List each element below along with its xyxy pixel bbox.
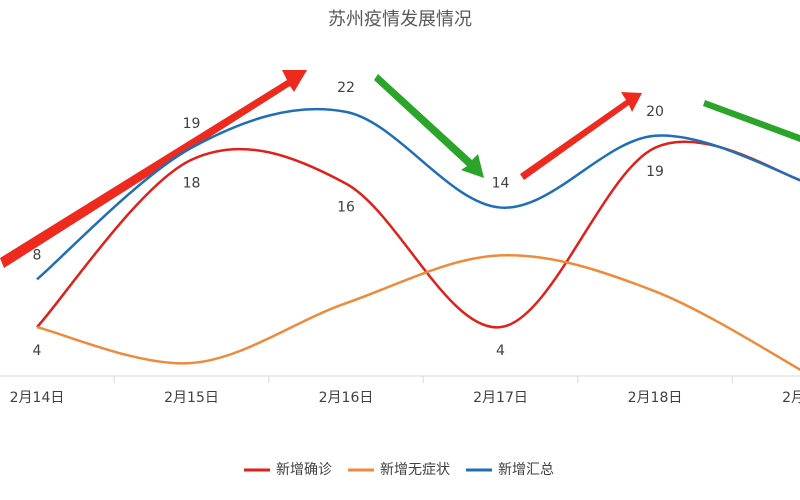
legend-label: 新增确诊 (276, 462, 332, 478)
legend: 新增确诊 新增无症状 新增汇总 (244, 462, 554, 478)
x-tick-label: 2月14日 (10, 390, 65, 406)
green-arrow (374, 74, 484, 178)
data-label: 16 (337, 200, 355, 216)
series-line (36, 107, 800, 281)
red-arrow (0, 70, 307, 268)
data-label: 14 (492, 176, 510, 192)
data-label: 19 (183, 116, 201, 132)
chart-title: 苏州疫情发展情况 (328, 9, 472, 30)
x-tick-label: 2月17日 (473, 390, 528, 406)
x-tick-label: 2月19日 (782, 390, 800, 406)
data-label: 4 (496, 343, 505, 359)
x-tick-label: 2月16日 (319, 390, 374, 406)
red-arrow (520, 92, 642, 180)
data-label: 8 (33, 247, 42, 263)
series-line (36, 254, 800, 372)
data-label: 4 (33, 343, 42, 359)
series-line (36, 140, 800, 329)
data-label: 20 (646, 104, 664, 120)
x-tick-label: 2月15日 (164, 390, 219, 406)
legend-label: 新增无症状 (380, 462, 450, 478)
decorative-arrows (0, 70, 800, 268)
data-label: 18 (183, 176, 201, 192)
green-arrow (703, 100, 800, 142)
data-label: 22 (337, 80, 355, 96)
data-label: 19 (646, 164, 664, 180)
x-tick-label: 2月18日 (628, 390, 683, 406)
legend-label: 新增汇总 (498, 462, 554, 478)
